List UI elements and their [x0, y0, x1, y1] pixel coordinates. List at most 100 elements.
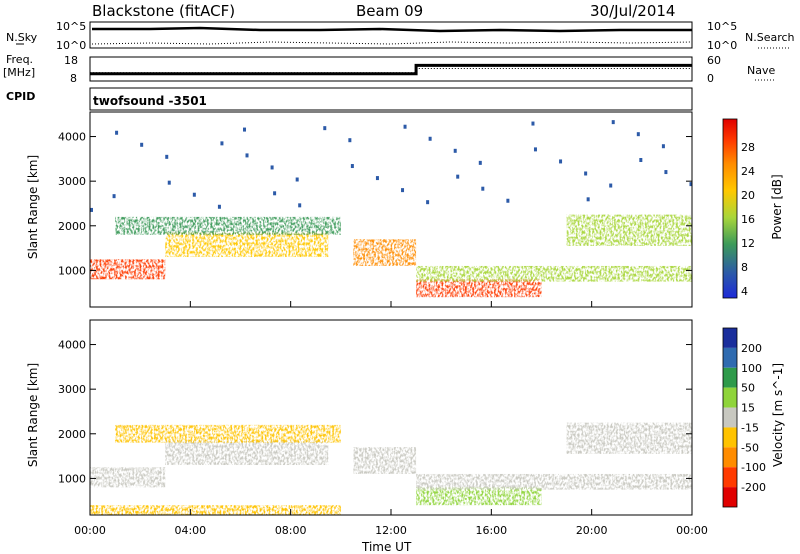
velocity-heatmap — [90, 422, 692, 515]
x-tick-label: 20:00 — [576, 524, 608, 537]
cpid-panel-frame — [89, 87, 693, 111]
velocity-band-4 — [416, 487, 542, 506]
noise-search-line — [91, 41, 693, 45]
velocity-colorbar-seg — [723, 487, 737, 507]
freq-label: Freq. — [6, 53, 34, 66]
freq-unit-label: [MHz] — [3, 66, 36, 79]
power-colorbar-tick: 24 — [741, 165, 755, 178]
power-speckle — [167, 180, 171, 185]
power-speckle — [453, 148, 457, 153]
y-tick-label: 4000 — [58, 131, 86, 144]
power-speckle — [375, 176, 379, 181]
power-colorbar-tick: 16 — [741, 213, 755, 226]
power-speckle — [220, 141, 224, 146]
power-speckle — [140, 142, 144, 147]
power-speckle — [350, 164, 354, 169]
station-title: Blackstone (fitACF) — [92, 2, 236, 20]
power-band-6 — [566, 214, 692, 246]
y-tick-label: 4000 — [58, 339, 86, 352]
velocity-ylabel: Slant Range [km] — [26, 362, 40, 468]
velocity-colorbar-frame — [722, 327, 738, 508]
power-colorbar-tick: 4 — [741, 285, 748, 298]
velocity-colorbar-label: Velocity [m s^-1] — [771, 362, 785, 468]
velocity-band-2 — [115, 424, 341, 443]
velocity-band-0 — [90, 467, 166, 488]
xlabel: Time UT — [362, 540, 412, 554]
x-tick-label: 12:00 — [375, 524, 407, 537]
beam-title: Beam 09 — [356, 2, 424, 20]
power-speckle — [611, 120, 615, 125]
velocity-band-3 — [353, 447, 417, 474]
velocity-colorbar-seg — [723, 387, 737, 408]
power-speckle — [323, 126, 327, 131]
x-tick-label: 00:00 — [74, 524, 106, 537]
y-tick-label: 2000 — [58, 428, 86, 441]
power-band-3 — [353, 239, 417, 266]
power-colorbar-tick: 8 — [741, 261, 748, 274]
power-speckle — [295, 177, 299, 182]
power-speckle — [428, 136, 432, 141]
velocity-colorbar-tick: 100 — [741, 362, 762, 375]
power-speckle — [115, 130, 119, 135]
power-colorbar — [722, 118, 738, 299]
velocity-colorbar-seg — [723, 407, 737, 428]
y-tick-label: 3000 — [58, 175, 86, 188]
power-speckle — [192, 192, 196, 197]
power-speckle — [165, 154, 169, 159]
noise-tick-bottom-left: 10^0 — [56, 39, 87, 52]
power-band-4 — [416, 279, 542, 298]
power-speckle — [403, 124, 407, 129]
velocity-colorbar-seg — [723, 347, 737, 368]
velocity-band-near — [90, 505, 341, 515]
power-speckle — [456, 174, 460, 179]
velocity-colorbar-tick: -15 — [741, 421, 759, 434]
velocity-colorbar-seg — [723, 447, 737, 468]
velocity-colorbar-seg — [723, 467, 737, 488]
velocity-colorbar-seg — [723, 427, 737, 448]
noise-tick-bottom-right: 10^0 — [707, 39, 738, 52]
nave-label: Nave — [747, 64, 776, 77]
nsky-label: N.Sky — [6, 31, 38, 44]
velocity-colorbar-tick: 15 — [741, 402, 755, 415]
cpid-label: CPID — [6, 90, 36, 103]
power-speckle — [112, 194, 116, 199]
cpid-value: twofsound -3501 — [93, 94, 207, 108]
power-speckle — [506, 198, 510, 203]
power-colorbar-label: Power [dB] — [770, 174, 784, 240]
velocity-colorbar-tick: -100 — [741, 461, 766, 474]
power-colorbar-tick: 28 — [741, 141, 755, 154]
velocity-colorbar-seg — [723, 367, 737, 388]
x-tick-label: 04:00 — [174, 524, 206, 537]
freq-tick-18: 18 — [64, 54, 78, 67]
y-tick-label: 1000 — [58, 472, 86, 485]
nave-tick-0: 0 — [707, 72, 714, 85]
power-speckle — [245, 153, 249, 158]
power-colorbar-tick: 20 — [741, 189, 755, 202]
velocity-colorbar-seg — [723, 328, 737, 348]
date-title: 30/Jul/2014 — [590, 2, 676, 20]
power-speckle — [90, 207, 93, 212]
power-band-0 — [90, 259, 166, 280]
power-speckle — [217, 204, 221, 209]
power-ylabel: Slant Range [km] — [26, 154, 40, 260]
noise-tick-top-right: 10^5 — [707, 20, 738, 33]
x-tick-label: 00:00 — [676, 524, 708, 537]
velocity-colorbar-tick: 200 — [741, 342, 762, 355]
power-speckle — [273, 191, 277, 196]
velocity-band-5 — [416, 473, 692, 490]
nave-line — [90, 68, 692, 74]
power-colorbar-tick: 12 — [741, 237, 755, 250]
power-speckle — [270, 165, 274, 170]
y-tick-label: 2000 — [58, 220, 86, 233]
power-band-5 — [416, 265, 692, 282]
nsearch-label: N.Search — [745, 31, 795, 44]
freq-panel-frame — [89, 56, 693, 82]
power-speckle — [639, 158, 643, 163]
power-speckle — [559, 159, 563, 164]
freq-line — [90, 63, 692, 76]
power-speckle — [584, 171, 588, 176]
power-speckle — [426, 200, 430, 205]
power-speckle — [689, 182, 692, 187]
power-speckle — [401, 188, 405, 193]
